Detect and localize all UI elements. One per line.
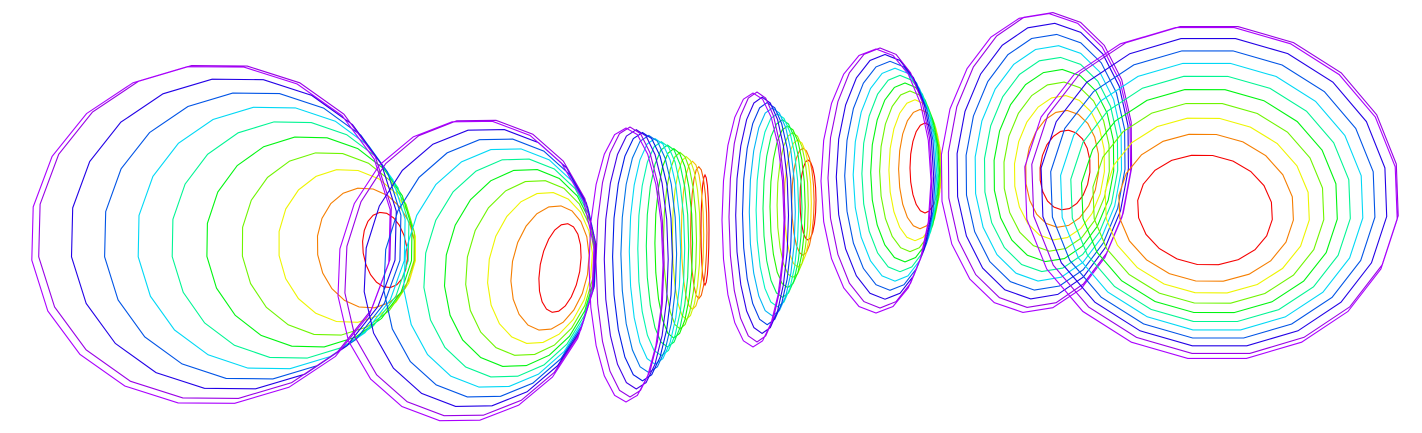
wire-ring — [741, 101, 793, 326]
wire-ring — [620, 134, 678, 374]
wire-ring — [628, 137, 682, 365]
wire-ring — [1137, 154, 1273, 266]
wire-ring — [383, 138, 597, 398]
wire-ring — [827, 47, 933, 309]
wire-ring — [603, 129, 669, 390]
wire-ring — [510, 205, 590, 331]
wire-ring — [1104, 117, 1310, 294]
wire-ring — [443, 169, 597, 367]
wire-ring — [465, 180, 595, 356]
wire-ring — [588, 127, 664, 403]
wire-ring — [637, 141, 686, 357]
wire-ring — [776, 132, 809, 279]
wire-ring — [1040, 38, 1388, 347]
wire-ring — [1092, 102, 1325, 304]
wire-ring — [762, 119, 803, 298]
wire-ring — [983, 56, 1119, 273]
wire-ring — [1024, 27, 1398, 359]
wire-ring — [538, 223, 582, 313]
wire-ring — [820, 48, 932, 314]
wire-ring — [1080, 89, 1338, 314]
wire-ring — [748, 107, 796, 317]
wire-ring — [755, 113, 800, 308]
wire-ring — [835, 53, 935, 300]
wire-ring — [721, 92, 785, 348]
wire-ring — [671, 155, 701, 321]
wire-ring — [1050, 50, 1376, 339]
wire-ring — [337, 120, 595, 422]
wire-ring — [612, 131, 673, 382]
wire-ring — [1013, 95, 1105, 241]
wire-ring — [1070, 75, 1351, 323]
wire-ring — [487, 192, 593, 344]
wire-ring — [171, 121, 410, 359]
wire-ring — [1060, 62, 1364, 331]
wire-ring — [1025, 109, 1100, 228]
wire-ring — [940, 13, 1132, 313]
wire-ring — [680, 160, 705, 311]
wire-ring — [1031, 26, 1399, 354]
wire-ring — [700, 173, 710, 287]
wire-ring — [38, 65, 392, 399]
wire-ring — [423, 158, 597, 378]
wire-ring — [316, 187, 416, 309]
wire-ring — [206, 136, 413, 348]
wire-ring — [654, 147, 694, 339]
wire-ring — [31, 66, 391, 404]
wire-ring — [645, 144, 690, 348]
wire-ring — [1118, 133, 1294, 282]
wire-ring — [769, 125, 806, 289]
wire-ring — [1039, 129, 1091, 211]
wire-ring — [241, 152, 415, 336]
wire-ring — [965, 33, 1126, 291]
wire-ring — [690, 165, 708, 300]
wire-ring — [403, 148, 597, 388]
wire-ring — [735, 96, 790, 335]
wire-ring — [344, 119, 596, 417]
wire-ring — [956, 22, 1129, 300]
wire-ring — [993, 68, 1115, 263]
